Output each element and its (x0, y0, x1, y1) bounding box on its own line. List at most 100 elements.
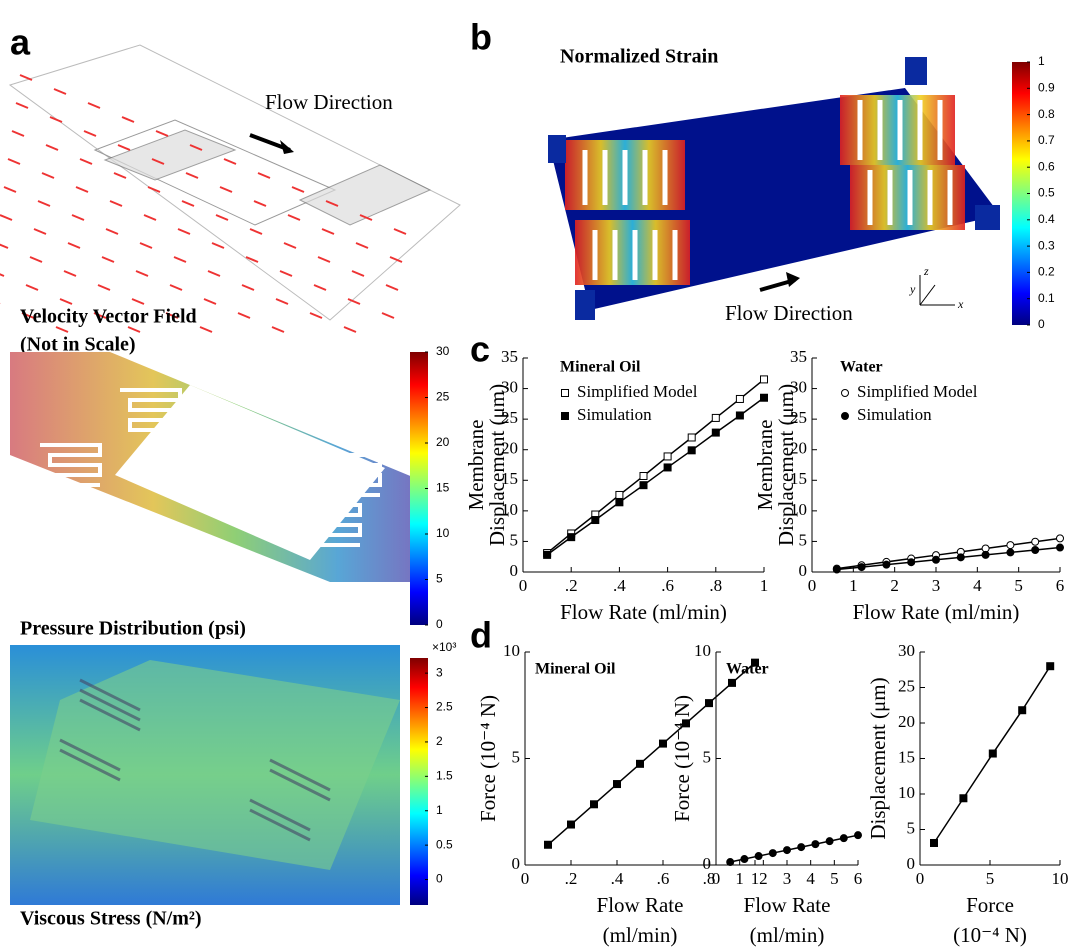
data-point (882, 560, 891, 569)
velocity-arrow (181, 200, 195, 207)
caption: Viscous Stress (N/m²) (20, 908, 202, 930)
velocity-arrow (155, 130, 169, 137)
series-line (836, 537, 1061, 570)
velocity-arrow (59, 298, 73, 305)
velocity-arrow (381, 312, 395, 319)
data-point (768, 849, 777, 858)
velocity-arrow (109, 200, 123, 207)
velocity-arrow (21, 312, 35, 319)
velocity-arrow (0, 273, 5, 277)
velocity-arrow (389, 256, 403, 263)
velocity-arrow (359, 214, 373, 221)
velocity-arrow (249, 228, 263, 235)
data-point (687, 446, 696, 455)
velocity-arrow (49, 116, 63, 123)
x-tick-label: 4 (806, 869, 815, 888)
velocity-arrow (25, 284, 39, 291)
colorbar-label: 5 (436, 572, 443, 586)
velocity-arrow (199, 326, 213, 333)
x-tick-label: 1 (751, 869, 760, 888)
velocity-arrow (351, 270, 365, 277)
colorbar-label: 0 (436, 617, 443, 631)
data-point (615, 498, 624, 507)
data-point (811, 840, 820, 849)
y-tick-label: 5 (799, 530, 808, 549)
data-point (839, 834, 848, 843)
velocity-arrow (347, 298, 361, 305)
data-point (639, 481, 648, 490)
x-tick-label: 0 (808, 576, 817, 595)
colorbar-label: 0 (1038, 317, 1045, 331)
data-point (857, 563, 866, 572)
data-point (567, 533, 576, 542)
velocity-arrow (219, 186, 233, 193)
x-tick-label: 0 (712, 869, 721, 888)
data-point (751, 658, 759, 667)
x-axis-label: Flow Rate (744, 893, 831, 917)
velocity-arrow (135, 270, 149, 277)
data-point (797, 843, 806, 852)
velocity-arrow (313, 284, 327, 291)
series-line (730, 834, 859, 863)
y-tick-label: 25 (898, 676, 915, 695)
velocity-arrow (0, 214, 13, 221)
velocity-arrow (131, 298, 145, 305)
y-tick-label: 20 (790, 439, 807, 458)
y-tick-label: 35 (790, 347, 807, 366)
data-point (754, 852, 763, 861)
velocity-arrow (71, 214, 85, 221)
x-tick-label: .2 (565, 869, 578, 888)
colorbar-label: 0.3 (1038, 238, 1055, 252)
data-point (735, 394, 744, 403)
data-point (1056, 543, 1064, 552)
x-tick-label: .2 (565, 576, 578, 595)
velocity-arrow (19, 74, 33, 81)
legend-label: Simulation (857, 405, 932, 424)
colorbar-label: 30 (436, 344, 450, 358)
velocity-arrow (87, 102, 101, 109)
data-point (1006, 541, 1015, 550)
velocity-arrow (343, 326, 357, 333)
velocity-arrow (355, 242, 369, 249)
chart-title: Water (726, 661, 769, 678)
y-tick-label: 0 (510, 561, 519, 580)
velocity-arrow (325, 200, 339, 207)
velocity-arrow (317, 256, 331, 263)
x-axis-label: (10⁻⁴ N) (953, 923, 1027, 947)
velocity-arrow (101, 256, 115, 263)
data-point (636, 759, 644, 768)
y-tick-label: 0 (907, 854, 916, 873)
axis-symbol: x (957, 297, 964, 311)
colorbar-label: 20 (436, 435, 450, 449)
x-tick-label: .8 (709, 576, 722, 595)
axis-symbol: y (909, 282, 916, 296)
colorbar-label: 1.5 (436, 769, 453, 783)
data-point (981, 550, 990, 559)
velocity-arrow (241, 284, 255, 291)
caption: Normalized Strain (560, 46, 718, 68)
velocity-arrow (291, 186, 305, 193)
velocity-arrow (79, 158, 93, 165)
data-point (659, 739, 667, 748)
data-point (959, 794, 968, 803)
velocity-arrow (223, 158, 237, 165)
x-tick-label: 6 (854, 869, 863, 888)
data-point (613, 780, 621, 789)
panel-label: c (470, 329, 490, 370)
y-axis-label: Membrane (753, 420, 777, 511)
velocity-arrow (257, 172, 271, 179)
data-point (1031, 545, 1040, 554)
x-tick-label: .6 (657, 869, 670, 888)
x-tick-label: 2 (759, 869, 768, 888)
velocity-arrow (67, 242, 81, 249)
y-tick-label: 5 (703, 747, 712, 766)
y-tick-label: 10 (898, 783, 915, 802)
data-point (735, 411, 744, 420)
stress-image (10, 645, 400, 905)
y-tick-label: 5 (907, 818, 916, 837)
x-axis-label: Flow Rate (ml/min) (853, 600, 1020, 624)
y-axis-label: Force (10⁻⁴ N) (670, 695, 694, 822)
x-tick-label: .4 (613, 576, 626, 595)
series-line (546, 378, 765, 554)
colorbar-label: 25 (436, 390, 450, 404)
